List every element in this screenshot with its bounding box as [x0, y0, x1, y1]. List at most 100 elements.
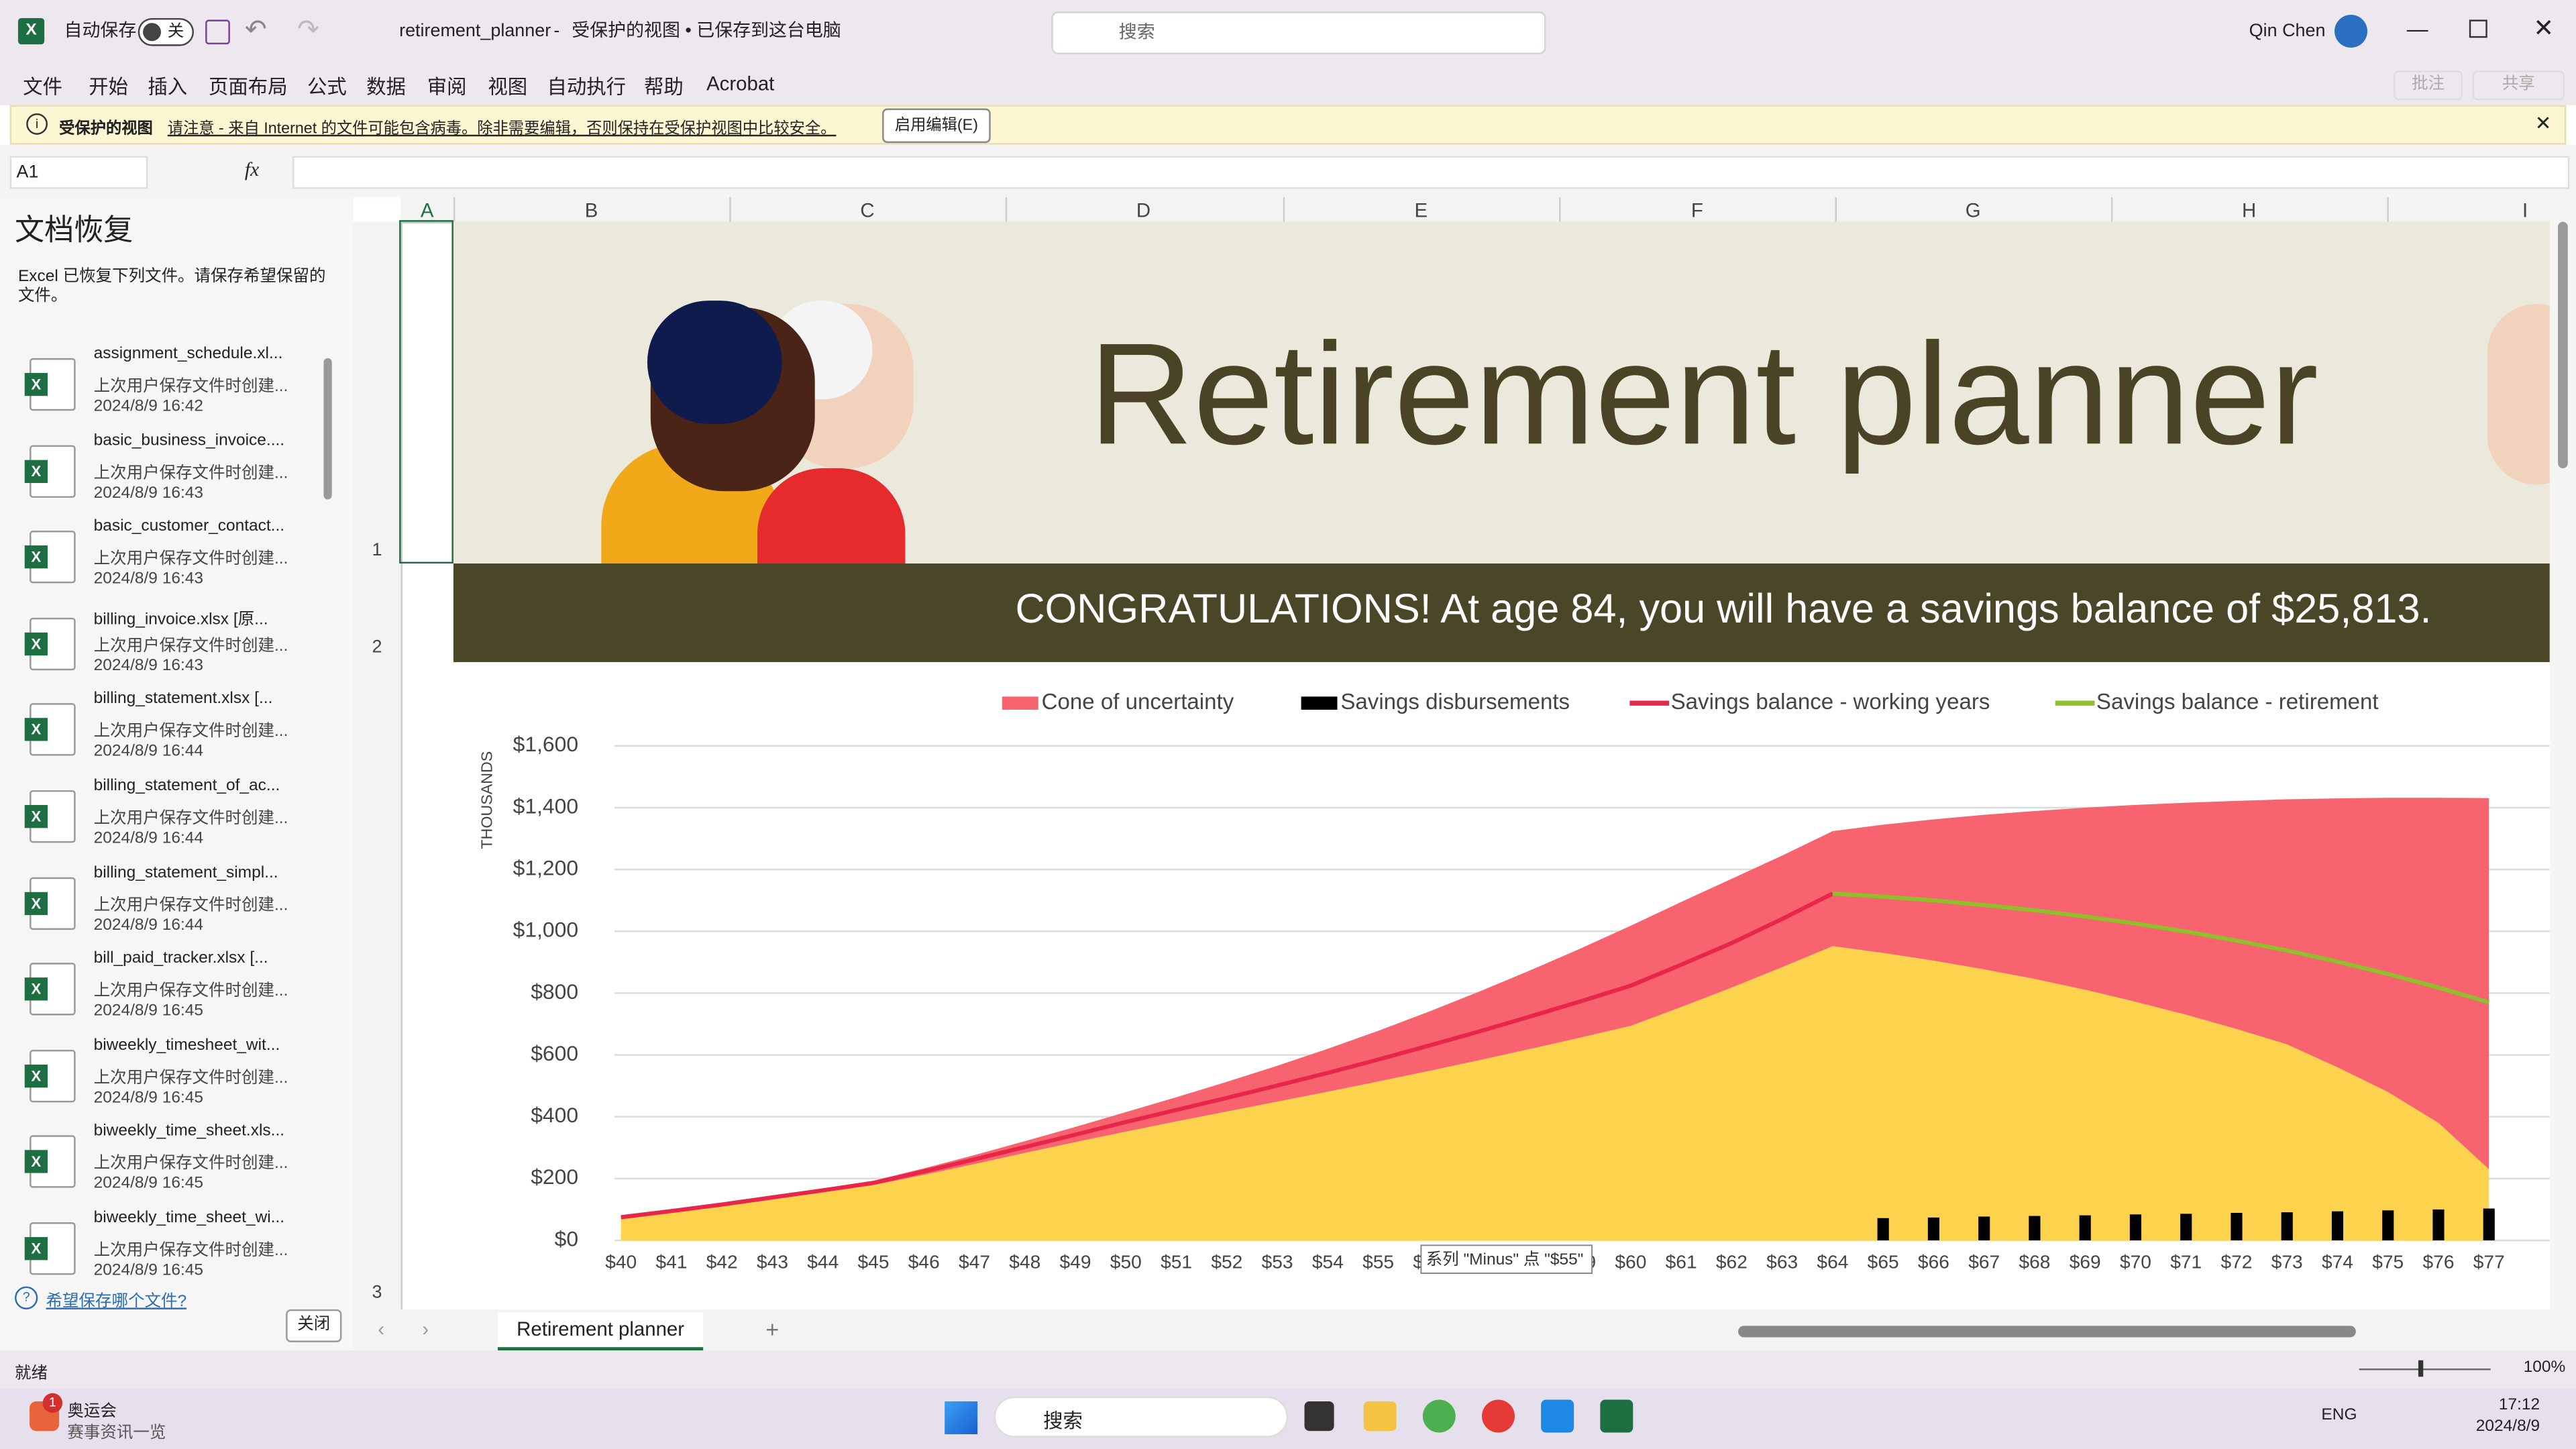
bar [2029, 1216, 2041, 1240]
user-name[interactable]: Qin Chen [2249, 21, 2326, 42]
ribbon-tab[interactable]: 自动执行 [547, 75, 627, 99]
zoom-level[interactable]: 100% [2523, 1358, 2566, 1377]
ribbon-tab[interactable]: 帮助 [644, 75, 684, 99]
file-name[interactable]: billing_statement_of_ac... [93, 777, 280, 796]
save-icon[interactable] [205, 19, 230, 45]
app-icon[interactable] [1600, 1399, 1633, 1433]
share-button[interactable]: 共享 [2472, 70, 2565, 101]
formula-input[interactable] [292, 156, 2570, 189]
file-name[interactable]: biweekly_timesheet_wit... [93, 1036, 280, 1055]
fx-button[interactable]: fx [244, 158, 260, 181]
column-header[interactable]: D [1136, 199, 1151, 222]
language[interactable]: ENG [2321, 1406, 2357, 1425]
file-name[interactable]: basic_customer_contact... [93, 517, 285, 536]
column-header[interactable]: E [1414, 199, 1428, 222]
file-name[interactable]: basic_business_invoice.... [93, 431, 285, 450]
congrats-text: CONGRATULATIONS! At age 84, you will hav… [1015, 586, 2432, 633]
zoom-slider[interactable] [2359, 1368, 2491, 1371]
bar [2079, 1215, 2091, 1240]
undo-icon[interactable]: ↶ [244, 16, 267, 45]
ribbon-tab[interactable]: 插入 [148, 75, 188, 99]
enable-editing-button[interactable]: 启用编辑(E) [882, 108, 991, 144]
start-button[interactable] [945, 1401, 978, 1434]
ribbon-tab[interactable]: 公式 [307, 75, 347, 99]
add-sheet[interactable]: + [765, 1316, 780, 1342]
file-name[interactable]: bill_paid_tracker.xlsx [... [93, 949, 268, 968]
file-time: 2024/8/9 16:45 [93, 1089, 204, 1108]
ribbon-tab[interactable]: 审阅 [427, 75, 467, 99]
bar [2483, 1208, 2495, 1240]
row-header[interactable]: 2 [372, 637, 382, 657]
scroll-thumb[interactable] [2558, 221, 2568, 468]
minimize-button[interactable]: — [2406, 16, 2428, 42]
legend-label[interactable]: Savings balance - retirement [2096, 690, 2379, 714]
selected-cell[interactable] [399, 220, 453, 564]
protected-message[interactable]: 请注意 - 来自 Internet 的文件可能包含病毒。除非需要编辑，否则保持在… [167, 119, 837, 138]
recovery-close[interactable]: 关闭 [286, 1309, 342, 1342]
file-icon-badge: X [24, 977, 48, 1001]
column-header[interactable]: B [584, 199, 598, 222]
legend-label[interactable]: Cone of uncertainty [1042, 690, 1234, 714]
recovery-link[interactable]: 希望保存哪个文件? [46, 1293, 187, 1311]
row-header[interactable]: 3 [372, 1283, 382, 1303]
autosave-toggle[interactable]: 关 [138, 17, 194, 46]
tab-next[interactable]: › [422, 1318, 429, 1341]
search-box[interactable]: 搜索 [1051, 11, 1546, 54]
x-tick-label: $41 [655, 1252, 687, 1273]
comments-button[interactable]: 批注 [2394, 70, 2463, 101]
ribbon-tab[interactable]: 文件 [23, 75, 63, 99]
file-name[interactable]: billing_statement_simpl... [93, 863, 278, 882]
news-title[interactable]: 奥运会 [67, 1403, 117, 1421]
zoom-thumb[interactable] [2418, 1360, 2424, 1377]
file-status[interactable]: 受保护的视图 • 已保存到这台电脑 [572, 21, 841, 42]
column-header[interactable]: H [2242, 199, 2257, 222]
file-name[interactable]: billing_statement.xlsx [... [93, 690, 273, 709]
row-header[interactable]: 1 [372, 540, 382, 561]
news-subtitle[interactable]: 赛事资讯一览 [67, 1424, 166, 1443]
close-button[interactable]: ✕ [2533, 15, 2555, 43]
app-icon[interactable] [1363, 1401, 1397, 1432]
horizontal-scrollbar[interactable] [1738, 1326, 2356, 1338]
sheet-tab[interactable]: Retirement planner [498, 1312, 704, 1351]
file-icon-badge: X [24, 805, 48, 828]
restore-button[interactable] [2469, 19, 2487, 38]
file-time: 2024/8/9 16:42 [93, 397, 204, 416]
app-icon[interactable] [1304, 1401, 1334, 1432]
news-badge: 1 [42, 1393, 63, 1413]
file-name[interactable]: assignment_schedule.xl... [93, 345, 283, 364]
ribbon-tab[interactable]: 视图 [488, 75, 528, 99]
x-tick-label: $74 [2322, 1252, 2353, 1273]
column-header[interactable]: G [1965, 199, 1981, 222]
file-name[interactable]: biweekly_time_sheet.xls... [93, 1122, 285, 1141]
app-icon[interactable] [1541, 1399, 1574, 1433]
app-icon[interactable] [1481, 1399, 1515, 1433]
help-icon: ? [15, 1286, 38, 1309]
clock-date[interactable]: 2024/8/9 [2475, 1417, 2540, 1436]
ribbon-tab[interactable]: 数据 [366, 75, 406, 99]
file-name[interactable]: billing_invoice.xlsx [原... [93, 610, 268, 629]
ribbon-tab[interactable]: 页面布局 [209, 75, 288, 99]
name-box[interactable]: A1 [9, 156, 148, 189]
file-icon-badge: X [24, 1064, 48, 1087]
file-name[interactable]: biweekly_time_sheet_wi... [93, 1209, 285, 1228]
user-avatar[interactable] [2334, 15, 2368, 48]
app-icon[interactable] [1422, 1399, 1456, 1433]
vertical-scrollbar[interactable] [2549, 197, 2576, 1309]
tab-prev[interactable]: ‹ [378, 1318, 385, 1341]
clock-time[interactable]: 17:12 [2498, 1396, 2540, 1415]
legend-label[interactable]: Savings balance - working years [1671, 690, 1990, 714]
column-header[interactable]: A [420, 199, 434, 222]
column-header[interactable]: F [1690, 199, 1703, 222]
column-header[interactable]: C [860, 199, 875, 222]
autosave-label: 自动保存 [64, 21, 137, 42]
taskbar-search[interactable]: 搜索 [994, 1396, 1289, 1438]
x-tick-label: $45 [858, 1252, 890, 1273]
recovery-scrollbar[interactable] [323, 358, 332, 500]
file-note: 上次用户保存文件时创建... [93, 810, 288, 828]
redo-icon[interactable]: ↷ [297, 16, 320, 45]
ribbon-tab[interactable]: 开始 [89, 75, 129, 99]
legend-label[interactable]: Savings disbursements [1340, 690, 1570, 714]
ribbon-tab[interactable]: Acrobat [706, 72, 775, 96]
column-header[interactable]: I [2522, 199, 2528, 222]
dismiss-button[interactable]: ✕ [2534, 111, 2552, 135]
